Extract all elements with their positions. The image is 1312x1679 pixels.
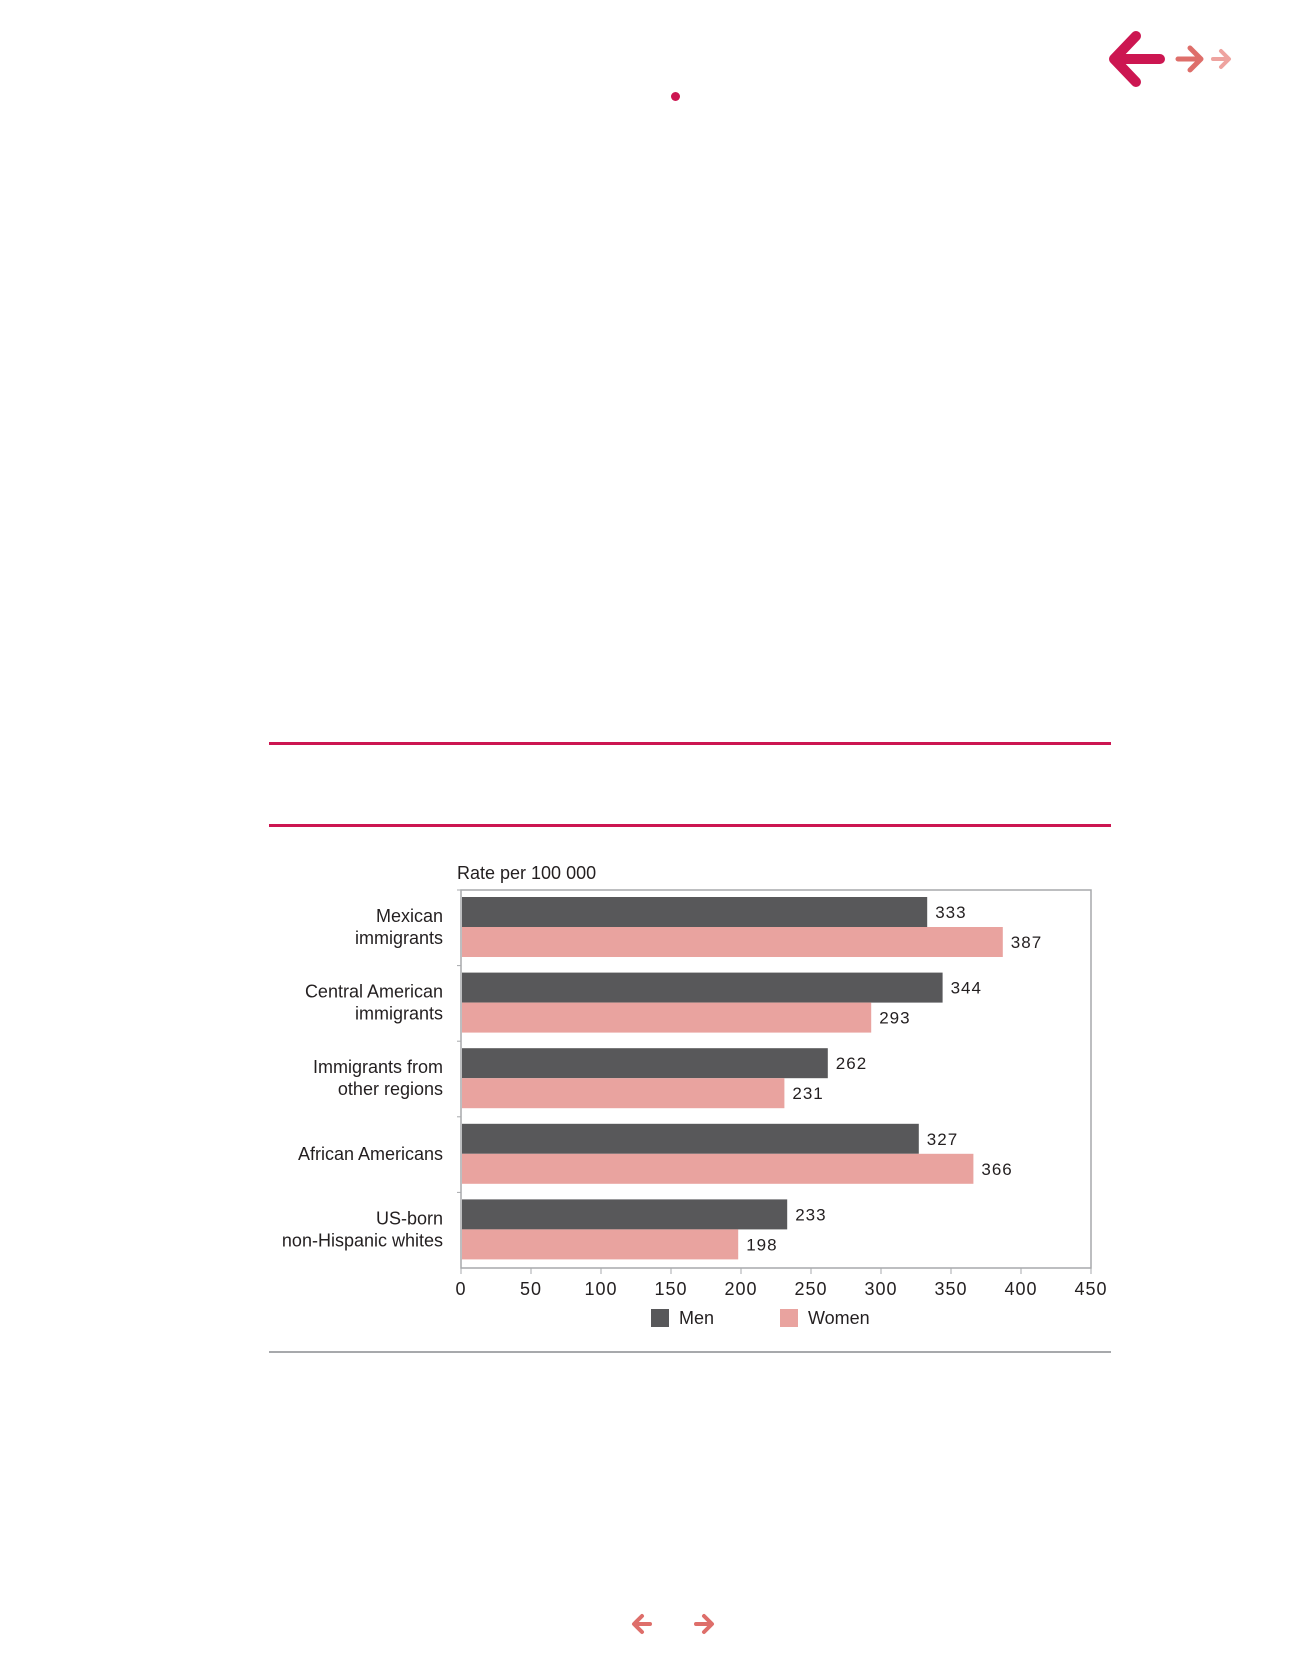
- previous-page-button[interactable]: [630, 1610, 654, 1638]
- x-tick-label-9: 450: [1074, 1279, 1107, 1299]
- plot-frame: [460, 889, 1092, 1269]
- category-label-4-0: US-born: [376, 1208, 443, 1228]
- forward-button[interactable]: [1174, 43, 1206, 75]
- bar-women-2: [462, 1078, 785, 1109]
- category-label-0-1: immigrants: [355, 928, 443, 948]
- x-tick-label-0: 0: [455, 1279, 466, 1299]
- bar-men-0: [462, 897, 928, 927]
- data-label-women-1: 293: [879, 1009, 910, 1028]
- legend-label-men: Men: [679, 1308, 714, 1328]
- y-axis-label: Rate per 100 000: [457, 863, 596, 883]
- x-tick-label-1: 50: [520, 1279, 542, 1299]
- next-page-button[interactable]: [692, 1610, 716, 1638]
- category-label-2-0: Immigrants from: [313, 1057, 443, 1077]
- data-label-women-0: 387: [1011, 933, 1042, 952]
- data-label-women-3: 366: [981, 1160, 1012, 1179]
- bar-women-1: [462, 1002, 872, 1033]
- data-label-men-1: 344: [951, 979, 982, 998]
- category-label-0-0: Mexican: [376, 906, 443, 926]
- x-tick-label-4: 200: [724, 1279, 757, 1299]
- category-label-1-0: Central American: [305, 982, 443, 1002]
- forward-secondary-button[interactable]: [1210, 47, 1232, 71]
- section-rule-bottom: [269, 1351, 1111, 1353]
- arrow-left-icon: [1109, 31, 1165, 87]
- section-rule-title-bottom: [269, 824, 1111, 827]
- bar-men-3: [462, 1123, 919, 1154]
- data-label-men-0: 333: [935, 903, 966, 922]
- x-tick-label-5: 250: [794, 1279, 827, 1299]
- legend-label-women: Women: [808, 1308, 870, 1328]
- x-tick-label-6: 300: [864, 1279, 897, 1299]
- legend-swatch-women: [780, 1309, 798, 1327]
- bar-women-0: [462, 927, 1003, 957]
- arrow-right-icon: [1175, 45, 1204, 73]
- section-rule-top: [269, 742, 1111, 745]
- arrow-right-icon: [1211, 49, 1231, 69]
- category-label-4-1: non-Hispanic whites: [282, 1230, 443, 1250]
- back-button[interactable]: [1108, 28, 1168, 90]
- bar-women-3: [462, 1153, 974, 1184]
- category-label-3-0: African Americans: [298, 1144, 443, 1164]
- x-tick-label-7: 350: [934, 1279, 967, 1299]
- data-label-men-4: 233: [795, 1205, 826, 1224]
- data-label-men-2: 262: [836, 1054, 867, 1073]
- x-tick-label-8: 400: [1004, 1279, 1037, 1299]
- x-tick-label-2: 100: [584, 1279, 617, 1299]
- arrow-right-icon: [694, 1614, 714, 1634]
- data-label-women-4: 198: [746, 1235, 777, 1254]
- bottom-navigation: [630, 1610, 720, 1640]
- legend-swatch-men: [651, 1309, 669, 1327]
- category-label-2-1: other regions: [338, 1079, 443, 1099]
- bar-men-1: [462, 972, 943, 1003]
- bar-men-2: [462, 1048, 828, 1079]
- page-marker-dot: [671, 92, 680, 101]
- arrow-left-icon: [632, 1614, 652, 1634]
- category-label-1-1: immigrants: [355, 1004, 443, 1024]
- top-navigation: [1108, 28, 1232, 90]
- data-label-women-2: 231: [792, 1084, 823, 1103]
- x-tick-label-3: 150: [654, 1279, 687, 1299]
- data-label-men-3: 327: [927, 1130, 958, 1149]
- bar-men-4: [462, 1199, 788, 1230]
- bar-women-4: [462, 1229, 739, 1260]
